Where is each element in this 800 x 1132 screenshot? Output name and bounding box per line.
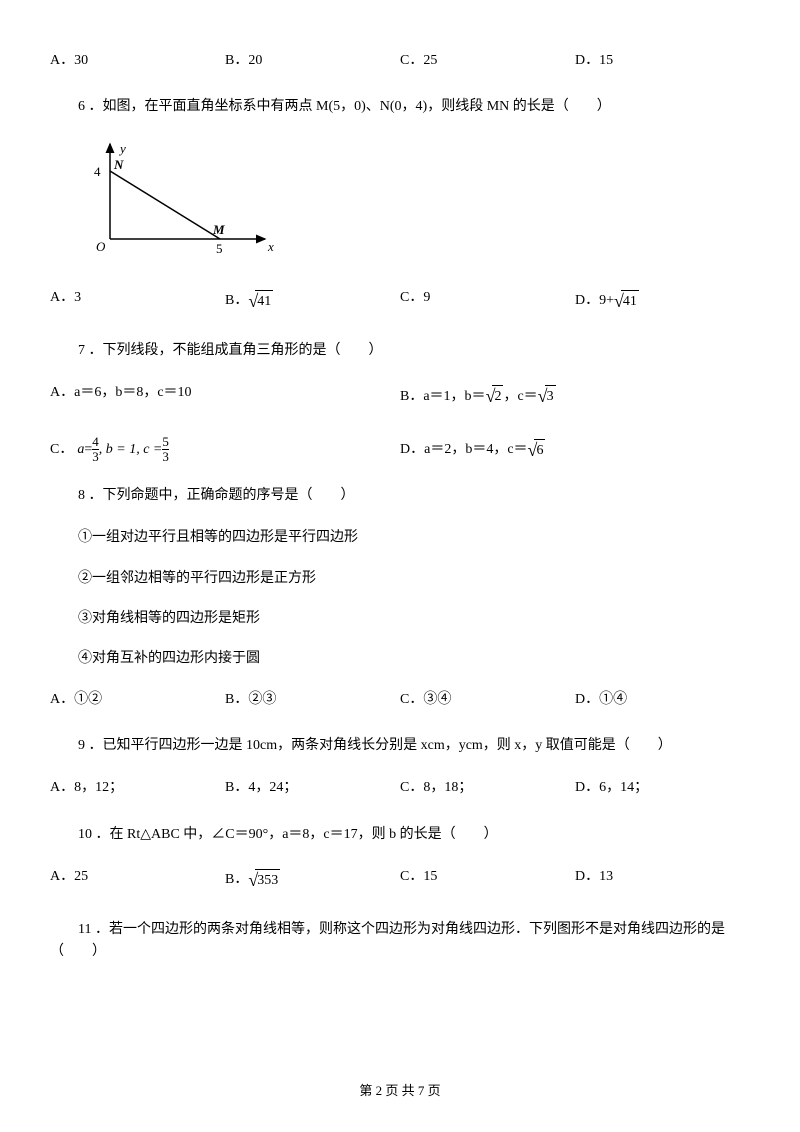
q10-b-prefix: B． bbox=[225, 869, 248, 891]
svg-text:y: y bbox=[118, 141, 126, 156]
q5-opt-c: C．25 bbox=[400, 50, 575, 72]
q6-d-rad: 41 bbox=[621, 290, 639, 313]
q10-b-rad: 353 bbox=[255, 869, 280, 892]
q9-opt-d: D．6，14； bbox=[575, 777, 750, 799]
q9-opt-b: B．4，24； bbox=[225, 777, 400, 799]
q6-opt-b: B． √41 bbox=[225, 287, 400, 316]
q8-opt-d: D．①④ bbox=[575, 689, 750, 711]
q8-s2: ②一组邻边相等的平行四边形是正方形 bbox=[50, 568, 750, 590]
q10-options: A．25 B． √353 C．15 D．13 bbox=[50, 866, 750, 895]
q7-opt-d: D．a＝2，b＝4，c＝ √6 bbox=[400, 436, 750, 465]
q9-opt-c: C．8，18； bbox=[400, 777, 575, 799]
q7-opt-b: B．a＝1，b＝ √2 ，c＝ √3 bbox=[400, 382, 750, 411]
q6-text: 6 ．如图，在平面直角坐标系中有两点 M(5，0)、N(0，4)，则线段 MN … bbox=[50, 96, 750, 118]
q7-opt-a: A．a＝6，b＝8，c＝10 bbox=[50, 382, 400, 411]
q7-c-a: a bbox=[77, 439, 84, 461]
q7-d-rad: 6 bbox=[534, 439, 545, 462]
svg-text:N: N bbox=[113, 157, 124, 172]
q6-opt-c: C．9 bbox=[400, 287, 575, 316]
q7-c-eq1: = bbox=[84, 439, 92, 461]
q6-opt-a: A．3 bbox=[50, 287, 225, 316]
q9-text: 9 ．已知平行四边形一边是 10cm，两条对角线长分别是 xcm，ycm，则 x… bbox=[50, 735, 750, 757]
q10-opt-b: B． √353 bbox=[225, 866, 400, 895]
fraction-icon: 5 3 bbox=[162, 435, 169, 465]
q11-text: 11 ．若一个四边形的两条对角线相等，则称这个四边形为对角线四边形．下列图形不是… bbox=[50, 919, 750, 964]
q7-text: 7 ．下列线段，不能组成直角三角形的是（ ） bbox=[50, 340, 750, 362]
svg-text:x: x bbox=[267, 239, 274, 254]
q9-opt-a: A．8，12； bbox=[50, 777, 225, 799]
q8-s1: ①一组对边平行且相等的四边形是平行四边形 bbox=[50, 527, 750, 549]
q8-options: A．①② B．②③ C．③④ D．①④ bbox=[50, 689, 750, 711]
q5-opt-d: D．15 bbox=[575, 50, 750, 72]
q7-c-prefix: C． bbox=[50, 439, 73, 461]
q7-b-r1: 2 bbox=[492, 385, 503, 408]
q7-options-1: A．a＝6，b＝8，c＝10 B．a＝1，b＝ √2 ，c＝ √3 bbox=[50, 382, 750, 411]
sqrt-icon: √2 bbox=[486, 382, 504, 411]
q10-opt-a: A．25 bbox=[50, 866, 225, 895]
sqrt-icon: √3 bbox=[538, 382, 556, 411]
q10-text: 10 ．在 Rt△ABC 中，∠C＝90°，a＝8，c＝17，则 b 的长是（ … bbox=[50, 824, 750, 846]
q7-b-prefix: B．a＝1，b＝ bbox=[400, 386, 486, 408]
q10-opt-c: C．15 bbox=[400, 866, 575, 895]
q7-c-mid: , b = 1, c = bbox=[99, 439, 163, 461]
q7-d-prefix: D．a＝2，b＝4，c＝ bbox=[400, 439, 528, 461]
q6-b-prefix: B． bbox=[225, 290, 248, 312]
q5-opt-a: A．30 bbox=[50, 50, 225, 72]
q6-opt-d: D．9+ √41 bbox=[575, 287, 750, 316]
q8-s3: ③对角线相等的四边形是矩形 bbox=[50, 608, 750, 630]
q5-options: A．30 B．20 C．25 D．15 bbox=[50, 50, 750, 72]
q6-d-prefix: D．9+ bbox=[575, 290, 614, 312]
svg-text:4: 4 bbox=[94, 164, 101, 179]
q7-c-den2: 3 bbox=[162, 449, 169, 464]
q6-options: A．3 B． √41 C．9 D．9+ √41 bbox=[50, 287, 750, 316]
q7-opt-c: C． a = 4 3 , b = 1, c = 5 3 bbox=[50, 435, 400, 465]
sqrt-icon: √41 bbox=[614, 287, 639, 316]
q6-diagram: y x O 4 N M 5 bbox=[80, 139, 750, 267]
q8-text: 8 ．下列命题中，正确命题的序号是（ ） bbox=[50, 485, 750, 507]
q5-opt-b: B．20 bbox=[225, 50, 400, 72]
svg-text:O: O bbox=[96, 239, 106, 254]
q9-options: A．8，12； B．4，24； C．8，18； D．6，14； bbox=[50, 777, 750, 799]
svg-text:M: M bbox=[212, 222, 225, 237]
sqrt-icon: √41 bbox=[248, 287, 273, 316]
q6-b-rad: 41 bbox=[255, 290, 273, 313]
sqrt-icon: √6 bbox=[528, 436, 546, 465]
q8-opt-a: A．①② bbox=[50, 689, 225, 711]
q8-opt-b: B．②③ bbox=[225, 689, 400, 711]
q8-s4: ④对角互补的四边形内接于圆 bbox=[50, 648, 750, 670]
q7-b-r2: 3 bbox=[545, 385, 556, 408]
q8-opt-c: C．③④ bbox=[400, 689, 575, 711]
q10-opt-d: D．13 bbox=[575, 866, 750, 895]
page-footer: 第 2 页 共 7 页 bbox=[0, 1081, 800, 1102]
sqrt-icon: √353 bbox=[248, 866, 280, 895]
q7-b-mid: ，c＝ bbox=[503, 386, 537, 408]
q7-c-num2: 5 bbox=[162, 435, 169, 449]
svg-text:5: 5 bbox=[216, 241, 223, 256]
q7-options-2: C． a = 4 3 , b = 1, c = 5 3 D．a＝2，b＝4，c＝… bbox=[50, 435, 750, 465]
